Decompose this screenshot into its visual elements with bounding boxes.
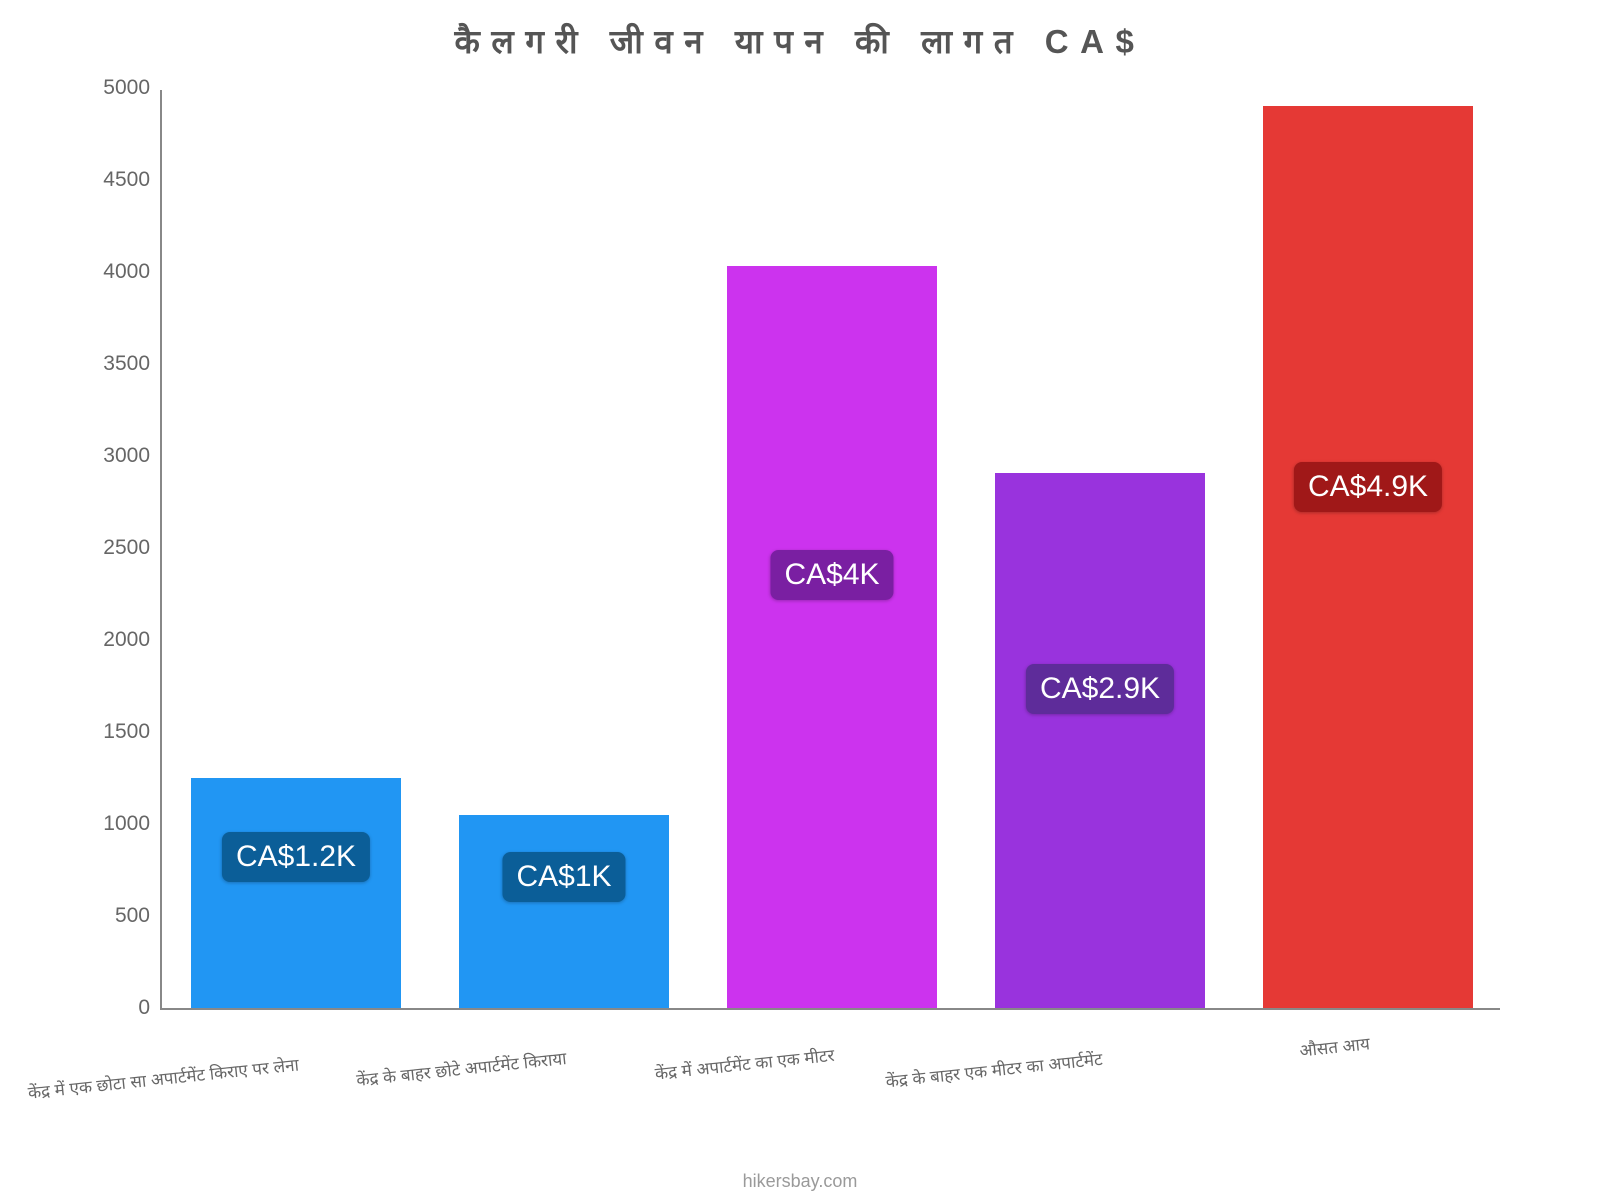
y-tick-label: 2000 bbox=[103, 628, 150, 652]
value-badge: CA$2.9K bbox=[1026, 664, 1174, 714]
chart-title: कैलगरी जीवन यापन की लागत CA$ bbox=[60, 10, 1540, 83]
x-axis-label: केंद्र के बाहर एक मीटर का अपार्टमेंट bbox=[884, 1047, 1103, 1093]
y-tick-label: 5000 bbox=[103, 76, 150, 100]
value-badge: CA$1K bbox=[502, 852, 625, 902]
value-badge: CA$4K bbox=[770, 550, 893, 600]
bar-chart: कैलगरी जीवन यापन की लागत CA$ 05001000150… bbox=[60, 10, 1540, 1140]
y-tick-label: 3500 bbox=[103, 352, 150, 376]
y-tick-label: 0 bbox=[138, 996, 150, 1020]
plot-area: 0500100015002000250030003500400045005000… bbox=[160, 90, 1500, 1010]
attribution-text: hikersbay.com bbox=[0, 1171, 1600, 1192]
bar bbox=[727, 266, 936, 1008]
y-tick-label: 500 bbox=[115, 904, 150, 928]
x-axis-label: केंद्र के बाहर छोटे अपार्टमेंट किराया bbox=[355, 1046, 567, 1091]
bar bbox=[1263, 106, 1472, 1008]
bar bbox=[995, 473, 1204, 1008]
y-tick-label: 4500 bbox=[103, 168, 150, 192]
y-tick-label: 3000 bbox=[103, 444, 150, 468]
x-axis-label: केंद्र में एक छोटा सा अपार्टमेंट किराए प… bbox=[27, 1052, 300, 1103]
y-tick-label: 2500 bbox=[103, 536, 150, 560]
x-axis-label: केंद्र में अपार्टमेंट का एक मीटर bbox=[654, 1043, 836, 1085]
value-badge: CA$4.9K bbox=[1294, 462, 1442, 512]
value-badge: CA$1.2K bbox=[222, 832, 370, 882]
x-axis-label: औसत आय bbox=[1298, 1031, 1371, 1061]
y-tick-label: 4000 bbox=[103, 260, 150, 284]
bar bbox=[191, 778, 400, 1008]
y-tick-label: 1000 bbox=[103, 812, 150, 836]
y-tick-label: 1500 bbox=[103, 720, 150, 744]
bar bbox=[459, 815, 668, 1008]
